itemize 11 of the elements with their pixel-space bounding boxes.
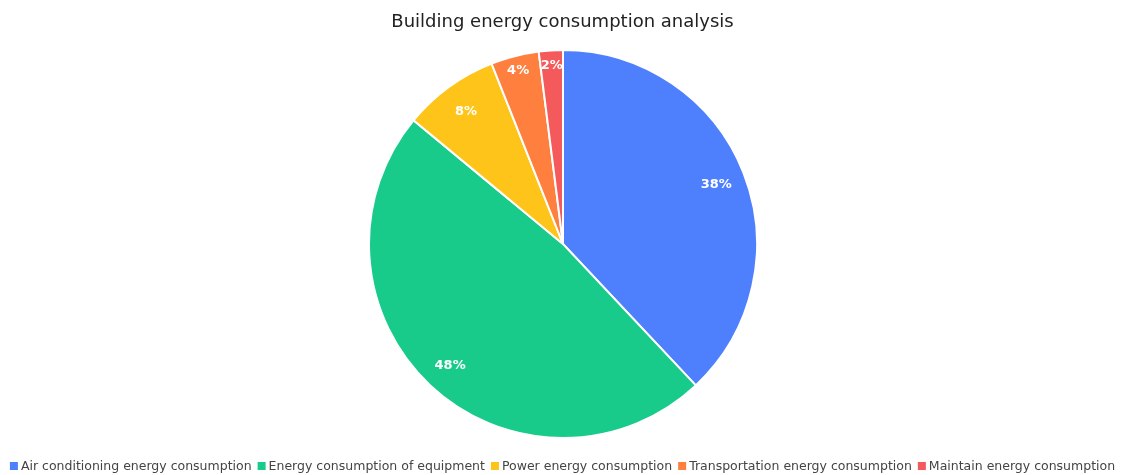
chart-title: Building energy consumption analysis [391,10,734,31]
data-label: 4% [507,61,530,77]
data-label: 8% [455,103,478,119]
legend-label: Energy consumption of equipment [268,458,486,474]
data-label: 2% [540,56,563,72]
legend-label: Transportation energy consumption [688,458,912,474]
data-label: 48% [434,356,466,372]
legend-label: Maintain energy consumption [928,458,1116,474]
legend-label: Power energy consumption [501,458,673,474]
data-label: 38% [700,175,732,191]
legend-label: Air conditioning energy consumption [20,458,252,474]
